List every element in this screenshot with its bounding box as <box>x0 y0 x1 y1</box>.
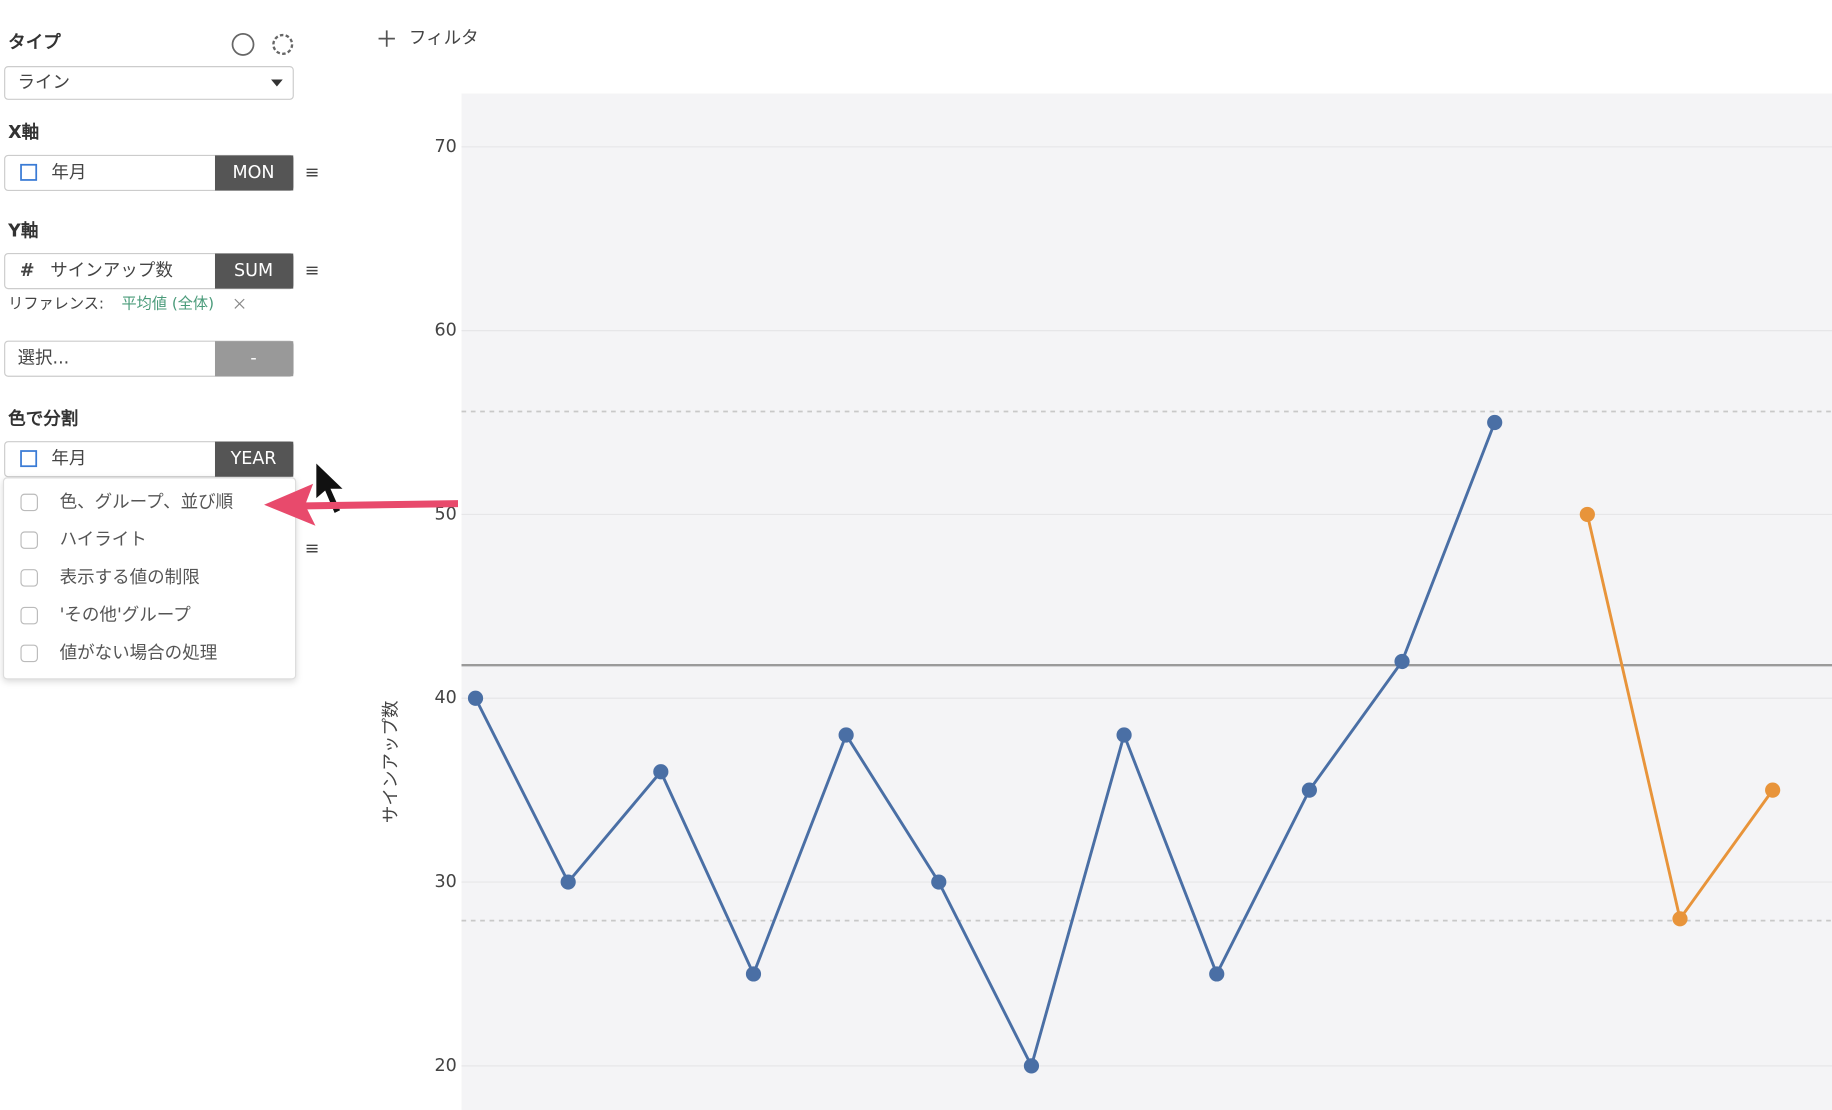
y-tick-label: 50 <box>435 504 457 524</box>
agg-button[interactable]: MON <box>233 163 275 183</box>
settings-icon[interactable] <box>272 33 294 55</box>
y-tick-label: 60 <box>435 321 457 341</box>
dropdown-value[interactable]: ライン <box>18 73 71 93</box>
x-field[interactable]: 年月 MON <box>4 154 294 192</box>
menu-item[interactable]: 色、グループ、並び順 <box>60 492 234 512</box>
menu-icon <box>20 493 38 512</box>
menu-icon <box>20 569 38 587</box>
data-point <box>653 764 669 780</box>
y-tick-label: 40 <box>435 688 457 708</box>
data-point <box>745 966 762 982</box>
mouse-cursor <box>314 459 347 516</box>
plot-area <box>461 93 1832 1110</box>
data-point <box>1116 727 1132 743</box>
drag-handle[interactable]: ≡ <box>305 539 320 559</box>
field-name[interactable]: 年月 <box>51 449 86 469</box>
menu-item[interactable]: ハイライト <box>60 530 147 550</box>
data-point <box>931 874 947 890</box>
data-point <box>1301 782 1317 798</box>
color-field[interactable]: 年月 YEAR <box>4 441 294 478</box>
data-point <box>1487 414 1503 431</box>
reference-prefix: リファレンス: <box>8 294 104 312</box>
data-point <box>1394 653 1410 670</box>
section-label: タイプ <box>8 32 61 53</box>
select-field[interactable]: 選択... - <box>4 340 294 377</box>
section-label: Y軸 <box>7 220 38 241</box>
section-label: 色で分割 <box>8 408 78 429</box>
data-point <box>1672 911 1688 927</box>
data-point <box>1579 506 1595 523</box>
data-point <box>560 874 576 890</box>
y-tick-label: 30 <box>435 872 457 892</box>
type-dropdown[interactable]: ライン <box>4 66 294 100</box>
svg-text:#: # <box>20 261 35 281</box>
agg-button[interactable]: SUM <box>234 261 273 281</box>
field-name[interactable]: 年月 <box>51 163 86 183</box>
data-point <box>838 727 854 743</box>
data-point <box>1209 966 1225 982</box>
filter-label[interactable]: フィルタ <box>409 29 479 49</box>
agg-button[interactable]: - <box>250 349 256 369</box>
y-tick-label: 70 <box>435 137 457 157</box>
y-axis-title: サインアップ数 <box>381 700 401 823</box>
y-field[interactable]: # サインアップ数 SUM <box>4 252 294 290</box>
agg-button[interactable]: YEAR <box>230 449 277 469</box>
menu-item[interactable]: 'その他'グループ <box>60 606 192 626</box>
filter-button[interactable]: フィルタ <box>378 29 479 49</box>
menu-icon <box>20 531 38 549</box>
chart: 20 30 40 50 60 70 <box>435 137 1832 1076</box>
data-point <box>1765 782 1781 798</box>
reference-remove[interactable] <box>234 298 245 309</box>
annotation-arrow <box>264 483 458 526</box>
menu-item[interactable]: 値がない場合の処理 <box>60 643 218 663</box>
series-line <box>474 421 1497 1070</box>
help-icon[interactable] <box>231 33 255 56</box>
drag-handle[interactable]: ≡ <box>305 163 320 183</box>
menu-icon <box>20 644 38 663</box>
field-placeholder[interactable]: 選択... <box>18 349 70 369</box>
reference-value[interactable]: 平均値 (全体) <box>122 294 215 312</box>
section-label: X軸 <box>8 122 39 143</box>
data-point <box>467 690 484 706</box>
field-name[interactable]: サインアップ数 <box>50 261 173 281</box>
menu-item[interactable]: 表示する値の制限 <box>60 568 200 588</box>
context-menu <box>2 477 297 680</box>
drag-handle[interactable]: ≡ <box>305 261 320 281</box>
data-point <box>1023 1058 1040 1074</box>
y-tick-label: 20 <box>435 1056 457 1076</box>
menu-icon <box>20 606 38 625</box>
